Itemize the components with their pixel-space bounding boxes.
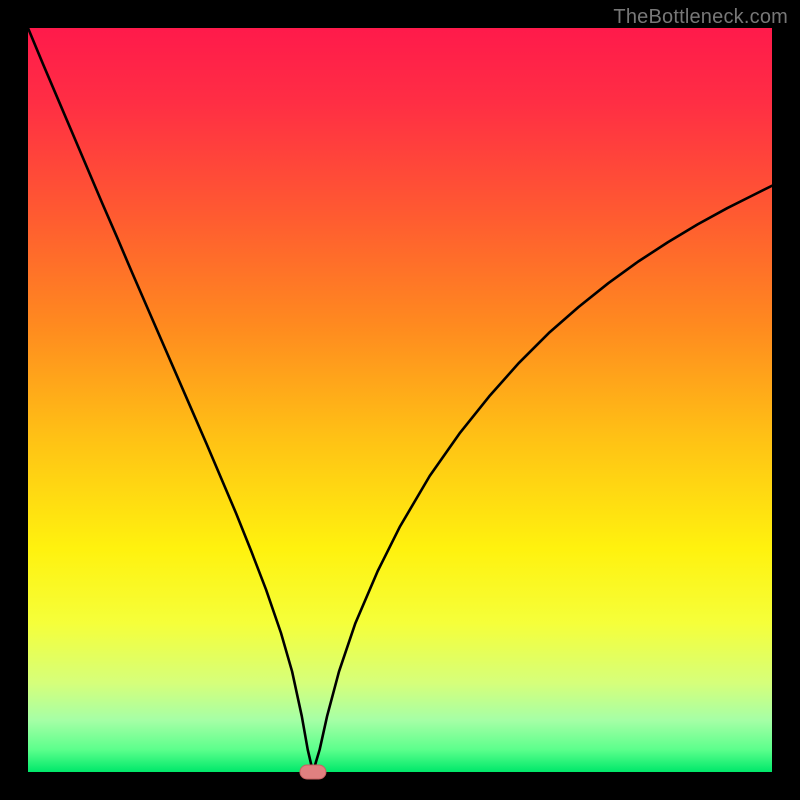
bottleneck-chart (0, 0, 800, 800)
watermark-text: TheBottleneck.com (613, 6, 788, 29)
chart-container: TheBottleneck.com (0, 0, 800, 800)
chart-gradient-background (28, 28, 772, 772)
optimal-point-marker (300, 765, 326, 779)
